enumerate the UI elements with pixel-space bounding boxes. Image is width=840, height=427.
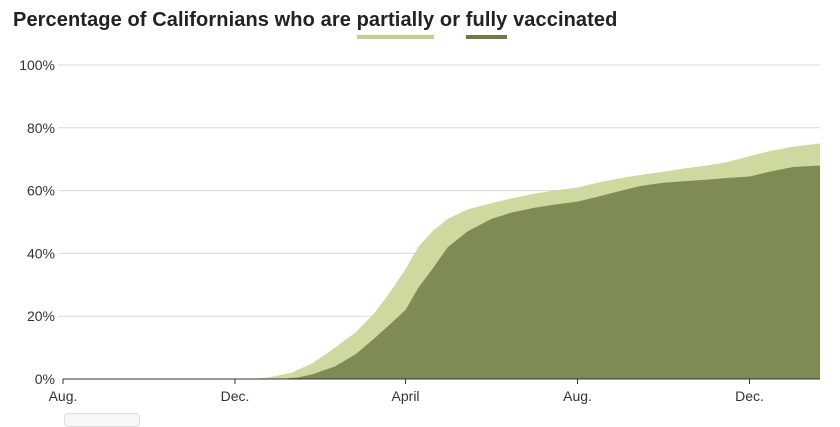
x-axis — [62, 378, 820, 384]
y-tick-label: 20% — [27, 308, 55, 324]
legend-partially-swatch — [356, 35, 435, 39]
x-tick-label: Aug. — [49, 388, 78, 404]
title-suffix: vaccinated — [513, 9, 618, 31]
legend-partially: partially — [356, 9, 435, 39]
legend-partially-label: partially — [356, 9, 435, 31]
area-fully — [63, 165, 820, 379]
title-prefix: Percentage of Californians who are — [13, 9, 351, 31]
legend-fully-label: fully — [465, 9, 508, 31]
x-tick-label: Dec. — [735, 388, 764, 404]
y-axis-labels: 0% 20% 40% 60% 80% 100% — [19, 57, 55, 387]
x-tick-label: Aug. — [563, 388, 592, 404]
legend-fully: fully — [465, 9, 508, 39]
legend-fully-swatch — [465, 35, 508, 39]
y-tick-label: 0% — [35, 371, 55, 387]
x-tick-label: April — [392, 388, 420, 404]
area-series — [63, 143, 820, 379]
title-connector: or — [439, 9, 461, 31]
y-tick-label: 80% — [27, 120, 55, 136]
footer-tab[interactable] — [64, 413, 140, 427]
x-tick-label: Dec. — [221, 388, 250, 404]
chart-title: Percentage of Californians who are parti… — [13, 9, 618, 39]
y-tick-label: 100% — [19, 57, 55, 73]
y-tick-label: 60% — [27, 183, 55, 199]
y-tick-label: 40% — [27, 245, 55, 261]
x-axis-labels: Aug. Dec. April Aug. Dec. — [49, 388, 764, 404]
